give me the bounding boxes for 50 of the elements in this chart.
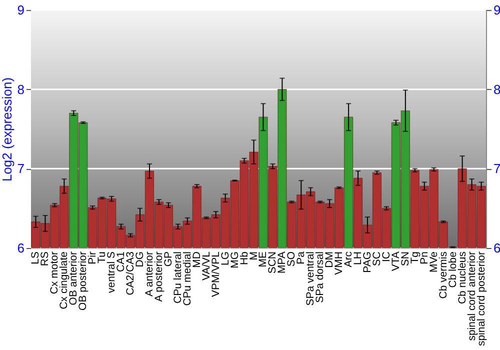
x-tick-label: IC: [380, 251, 392, 262]
x-tick-label: SPa dorsal: [314, 252, 326, 303]
x-tick-label: VMH: [333, 252, 346, 275]
x-tick-label: VPM/VPL: [210, 251, 222, 298]
x-tick-label: Pa: [295, 251, 308, 264]
x-tick-label: Cb vermis: [437, 252, 450, 299]
x-tick-label: A posterior: [152, 251, 165, 302]
x-tick-label: LH: [352, 252, 364, 265]
y-tick-label: 6: [17, 240, 24, 256]
x-tick-label: SCN: [266, 252, 279, 274]
y-axis-title: Log2 (expression): [0, 77, 14, 182]
x-tick-label: Tu: [96, 251, 108, 264]
x-tick-label: ME: [257, 252, 270, 268]
y2-tick-label: 8: [494, 82, 500, 97]
x-tick-label: Arc: [342, 252, 355, 268]
x-tick-label: spinal cord anterior: [466, 250, 478, 341]
y2-tick-label: 6: [494, 240, 500, 256]
x-tick-label: CA2/CA3: [124, 251, 137, 296]
x-tick-label: DM: [324, 252, 336, 268]
x-tick-label: spinal cord posterior: [475, 250, 488, 346]
x-tick-label: Cb nucleus: [456, 252, 468, 304]
x-tick-label: SO: [286, 252, 298, 267]
x-tick-label: MVe: [428, 251, 440, 273]
y-tick-label: 8: [17, 82, 24, 97]
x-tick-label: GP: [162, 252, 174, 267]
x-tick-label: M: [248, 252, 260, 260]
y2-tick-label: 9: [494, 2, 500, 18]
x-tick-label: SN: [399, 252, 412, 266]
x-tick-label: OB posterior: [77, 251, 90, 310]
x-tick-label: LS: [30, 252, 42, 264]
x-tick-label: MPA: [276, 252, 288, 274]
y2-tick-label: 7: [494, 161, 500, 176]
x-tick-label: Cx cingulate: [58, 251, 70, 310]
y-tick-label: 9: [17, 2, 24, 18]
x-tick-label: MG: [228, 252, 241, 268]
x-tick-label: VA/VL: [200, 251, 212, 280]
x-tick-label: LG: [219, 252, 232, 266]
y-tick-label: 7: [17, 161, 24, 176]
x-tick-label: OB anterior: [68, 251, 80, 306]
x-tick-label: Pir: [86, 251, 99, 264]
x-tick-label: VTA: [390, 252, 402, 272]
x-tick-label: CPu lateral: [172, 252, 184, 304]
x-tick-label: MD: [190, 251, 203, 268]
x-tick-label: RS: [39, 252, 52, 266]
x-tick-label: ventral S: [106, 252, 118, 293]
x-tick-label: Hb: [238, 251, 250, 265]
x-tick-label: Tg: [408, 251, 421, 264]
x-tick-label: Cb lobe: [446, 251, 459, 288]
x-tick-label: CPu medial: [181, 252, 194, 306]
x-tick-label: CA1: [115, 251, 128, 272]
